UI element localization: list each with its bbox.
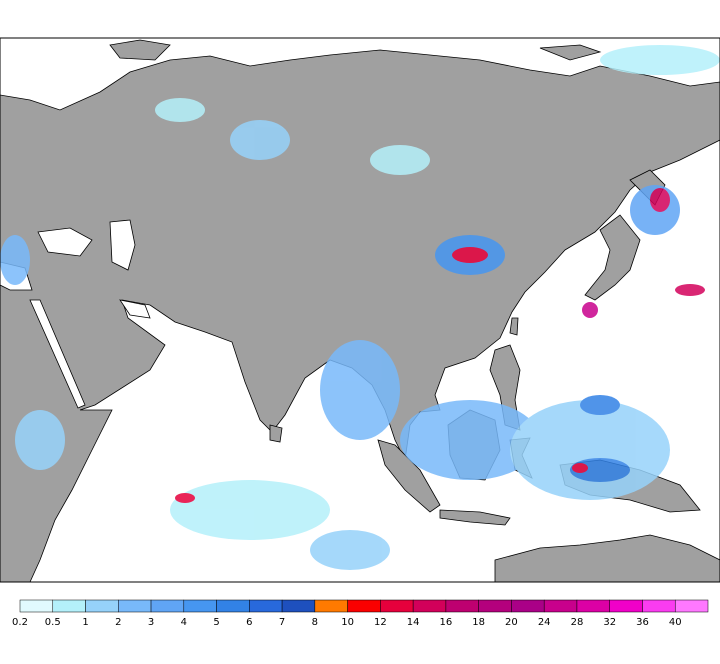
colorbar-box xyxy=(347,599,381,613)
colorbar-box xyxy=(249,599,283,613)
colorbar-label: 10 xyxy=(341,617,354,628)
colorbar-label: 2 xyxy=(115,617,121,628)
colorbar-box xyxy=(216,599,250,613)
colorbar-box xyxy=(511,599,545,613)
colorbar-label: 4 xyxy=(181,617,187,628)
colorbar-box xyxy=(118,599,152,613)
colorbar-label: 0.5 xyxy=(45,617,61,628)
colorbar-box xyxy=(576,599,610,613)
colorbar: 0.2 0.5 1 2 3 4 5 6 7 8 10 12 14 16 18 20 24 28 32 36 40 xyxy=(12,599,709,628)
colorbar-label: 24 xyxy=(538,617,551,628)
colorbar-box xyxy=(478,599,512,613)
colorbar-box xyxy=(445,599,479,613)
colorbar-label: 8 xyxy=(312,617,318,628)
colorbar-label: 12 xyxy=(374,617,387,628)
colorbar-box xyxy=(609,599,643,613)
map-frame xyxy=(0,37,720,583)
colorbar-box xyxy=(183,599,217,613)
colorbar-box xyxy=(674,599,709,613)
colorbar-box xyxy=(85,599,119,613)
colorbar-box xyxy=(543,599,578,613)
colorbar-label: 32 xyxy=(603,617,616,628)
colorbar-label: 3 xyxy=(148,617,154,628)
colorbar-box xyxy=(52,599,86,613)
colorbar-label: 36 xyxy=(636,617,649,628)
colorbar-label: 5 xyxy=(213,617,219,628)
colorbar-box xyxy=(150,599,185,613)
colorbar-label: 7 xyxy=(279,617,285,628)
colorbar-label: 6 xyxy=(246,617,252,628)
colorbar-box xyxy=(314,599,348,613)
colorbar-box xyxy=(19,599,54,613)
colorbar-box xyxy=(412,599,447,613)
colorbar-label: 16 xyxy=(440,617,453,628)
colorbar-label: 18 xyxy=(472,617,485,628)
colorbar-box xyxy=(281,599,316,613)
colorbar-label: 0.2 xyxy=(12,617,28,628)
precipitation xyxy=(0,45,720,570)
colorbar-label: 14 xyxy=(407,617,420,628)
colorbar-box xyxy=(642,599,676,613)
colorbar-label: 20 xyxy=(505,617,518,628)
colorbar-label: 1 xyxy=(82,617,88,628)
map-area xyxy=(0,38,720,582)
colorbar-label: 28 xyxy=(571,617,584,628)
colorbar-box xyxy=(380,599,414,613)
colorbar-label: 40 xyxy=(669,617,682,628)
